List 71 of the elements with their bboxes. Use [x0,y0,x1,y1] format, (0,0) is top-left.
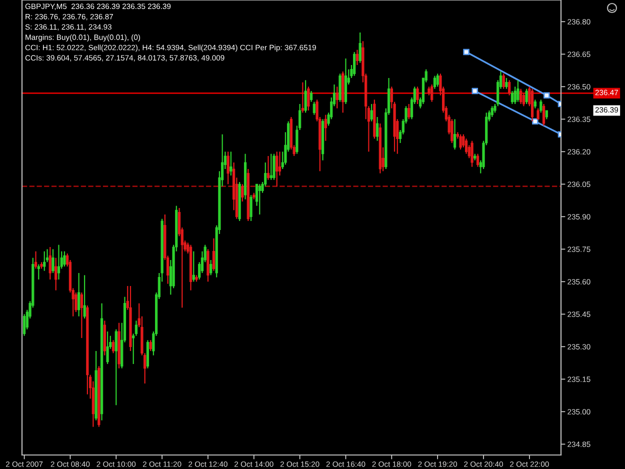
candlestick [48,246,52,280]
candlestick [470,140,474,168]
candlestick [508,80,511,96]
candlestick [52,248,54,274]
candlestick [230,151,232,176]
candlestick [464,138,468,154]
candlestick [353,51,356,76]
candlestick [408,103,410,120]
candlestick [430,84,434,102]
candlestick [510,90,514,105]
candlestick [376,116,379,142]
point [472,88,478,94]
candlestick [304,80,307,114]
candlestick [114,328,118,406]
candlestick [226,151,230,185]
candlestick [525,88,528,105]
candlestick [63,250,66,268]
candlestick [258,184,261,216]
candlestick [433,75,436,90]
candlestick [37,264,40,280]
candlestick [192,250,195,282]
candlestick [34,250,38,270]
candlestick [310,90,313,102]
candlestick [536,108,540,120]
candlestick [522,92,525,107]
point [463,48,470,56]
candlestick [210,259,212,276]
candlestick [74,292,78,313]
candlestick [78,272,80,317]
candlestick [241,184,244,202]
candlestick [370,103,373,122]
candlestick [307,86,310,112]
candlestick [516,80,520,102]
candlestick [358,32,362,64]
candlestick [459,134,462,150]
candlestick [502,73,505,90]
candlestick [312,101,316,116]
candlestick [356,49,359,66]
candlestick [301,82,304,114]
candlestick [83,274,86,320]
candlestick [416,86,419,105]
candlestick [112,340,115,354]
candlestick [324,114,327,142]
candlestick [453,118,456,150]
candlestick [336,86,338,109]
candlestick [57,244,60,280]
point [532,118,538,124]
candlestick [206,248,210,282]
candlestick [476,153,480,168]
candlestick [450,118,454,144]
candlestick [270,153,272,180]
candlestick [54,257,58,291]
candlestick [505,77,508,90]
candlestick [212,238,216,272]
candlestick [43,250,46,272]
candlestick [250,194,252,222]
candlestick [436,73,439,88]
candlestick [542,103,546,126]
candlestick [149,340,152,352]
candlestick [22,314,26,336]
candlestick [106,330,109,365]
candlestick [490,106,494,118]
candlestick [80,292,84,339]
candlestick [540,99,542,114]
point [544,92,550,98]
candlestick [146,340,150,369]
candlestick [266,155,270,180]
candlestick [276,151,278,187]
candlestick [520,88,522,105]
candlestick [338,73,342,102]
candlestick [272,153,276,180]
